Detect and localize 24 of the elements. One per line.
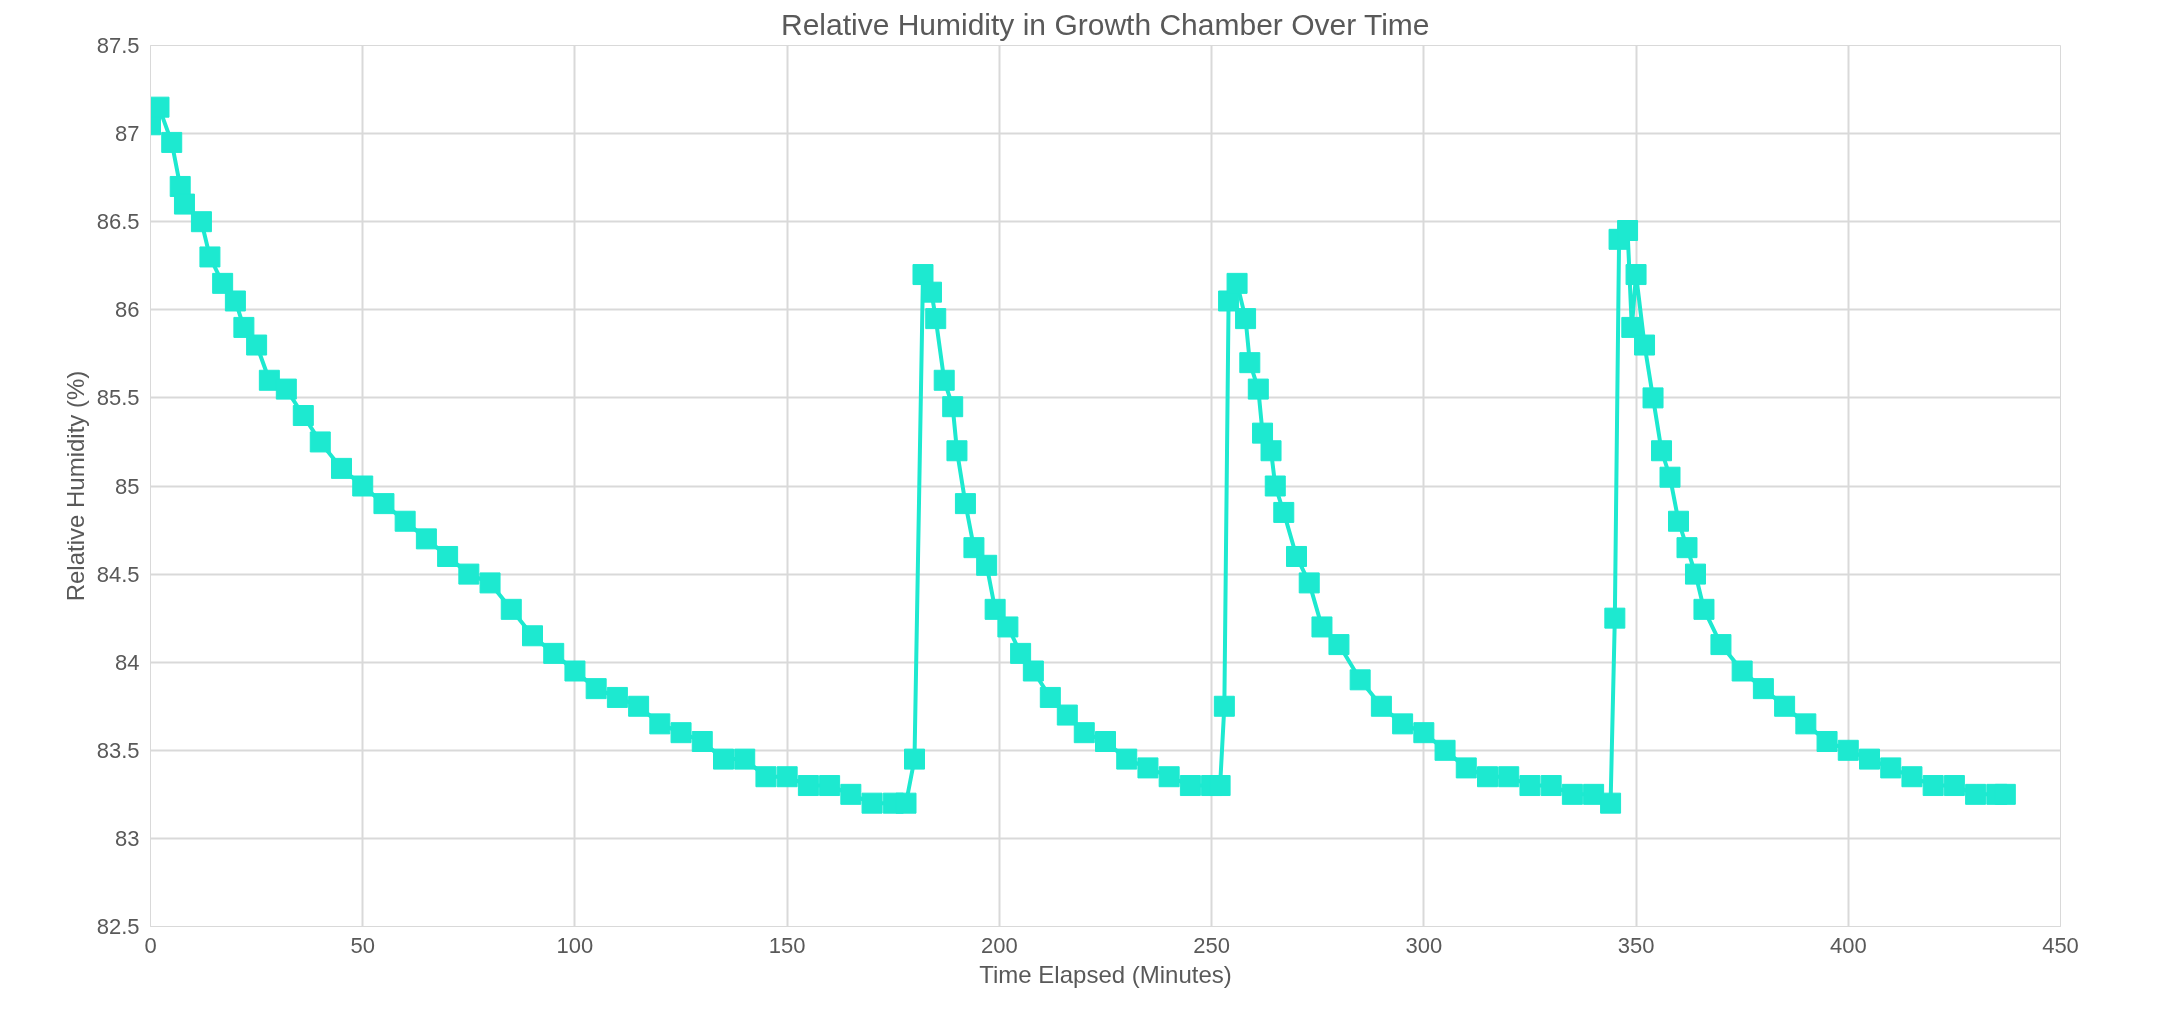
y-tick-label: 87 xyxy=(115,121,140,147)
x-tick-label: 400 xyxy=(1829,932,1867,958)
y-tick-label: 85.5 xyxy=(96,385,140,411)
x-axis-title: Time Elapsed (Minutes) xyxy=(979,960,1232,988)
y-tick-label: 86 xyxy=(115,297,140,323)
y-tick-label: 84.5 xyxy=(96,561,140,587)
y-tick-label: 85 xyxy=(115,473,140,499)
chart-title: Relative Humidity in Growth Chamber Over Time xyxy=(780,7,1430,41)
y-tick-label: 83 xyxy=(115,825,140,851)
x-tick-label: 300 xyxy=(1405,932,1443,958)
x-tick-label: 200 xyxy=(981,932,1018,958)
x-tick-label: 100 xyxy=(556,932,594,958)
y-axis-title: Relative Humidity (%) xyxy=(61,370,89,602)
x-tick-label: 0 xyxy=(144,932,157,958)
y-tick-label: 82.5 xyxy=(96,914,140,939)
y-tick-label: 84 xyxy=(115,649,140,675)
y-tick-label: 83.5 xyxy=(96,737,140,763)
x-tick-label: 350 xyxy=(1617,932,1655,958)
y-tick-label: 87.5 xyxy=(96,33,140,58)
x-tick-label: 450 xyxy=(2042,932,2079,958)
x-tick-label: 150 xyxy=(768,932,806,958)
y-tick-label: 86.5 xyxy=(96,209,140,235)
x-tick-label: 50 xyxy=(350,932,375,958)
x-tick-label: 250 xyxy=(1193,932,1230,958)
